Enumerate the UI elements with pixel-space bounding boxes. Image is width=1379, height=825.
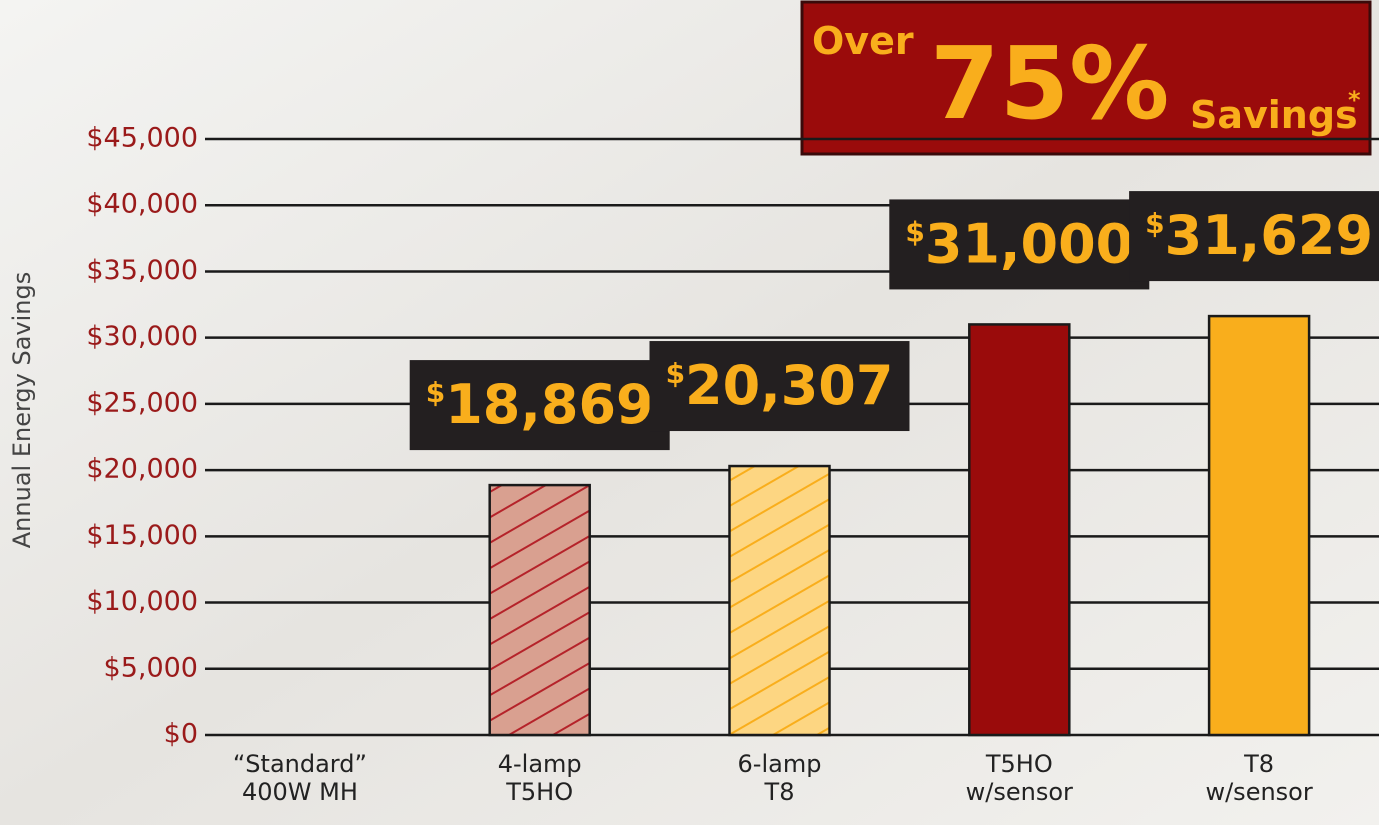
x-tick-label: “Standard” xyxy=(233,750,367,778)
y-tick-label: $25,000 xyxy=(86,387,198,418)
banner-savings: Savings xyxy=(1190,93,1358,137)
x-tick-label: 6-lamp xyxy=(738,750,822,778)
x-tick-label: T8 xyxy=(764,778,795,806)
banner-percent: 75% xyxy=(930,25,1169,142)
value-label: $31,629 xyxy=(1145,204,1373,267)
x-tick-label: 400W MH xyxy=(242,778,358,806)
y-tick-label: $20,000 xyxy=(86,454,198,485)
y-tick-label: $45,000 xyxy=(86,123,198,154)
value-label: $20,307 xyxy=(666,354,894,417)
bar xyxy=(1209,316,1309,735)
y-tick-label: $30,000 xyxy=(86,321,198,352)
x-tick-label: T5HO xyxy=(985,750,1053,778)
y-tick-label: $5,000 xyxy=(104,652,198,683)
value-label: $18,869 xyxy=(426,373,654,436)
banner-footnote: * xyxy=(1348,86,1361,114)
y-tick-label: $40,000 xyxy=(86,189,198,220)
value-label: $31,000 xyxy=(905,212,1133,275)
x-tick-label: 4-lamp xyxy=(498,750,582,778)
bar xyxy=(969,324,1069,735)
y-tick-label: $15,000 xyxy=(86,520,198,551)
x-tick-label: T8 xyxy=(1243,750,1274,778)
bar xyxy=(730,466,830,735)
x-tick-label: w/sensor xyxy=(1205,778,1312,806)
y-tick-label: $10,000 xyxy=(86,586,198,617)
x-tick-label: w/sensor xyxy=(966,778,1073,806)
x-tick-label: T5HO xyxy=(505,778,573,806)
banner-over: Over xyxy=(812,19,914,63)
bar xyxy=(490,485,590,735)
chart: Annual Energy Savings Over 75% Savings *… xyxy=(0,0,1379,825)
y-tick-label: $35,000 xyxy=(86,255,198,286)
y-axis-label: Annual Energy Savings xyxy=(8,272,36,548)
y-tick-label: $0 xyxy=(164,719,198,750)
